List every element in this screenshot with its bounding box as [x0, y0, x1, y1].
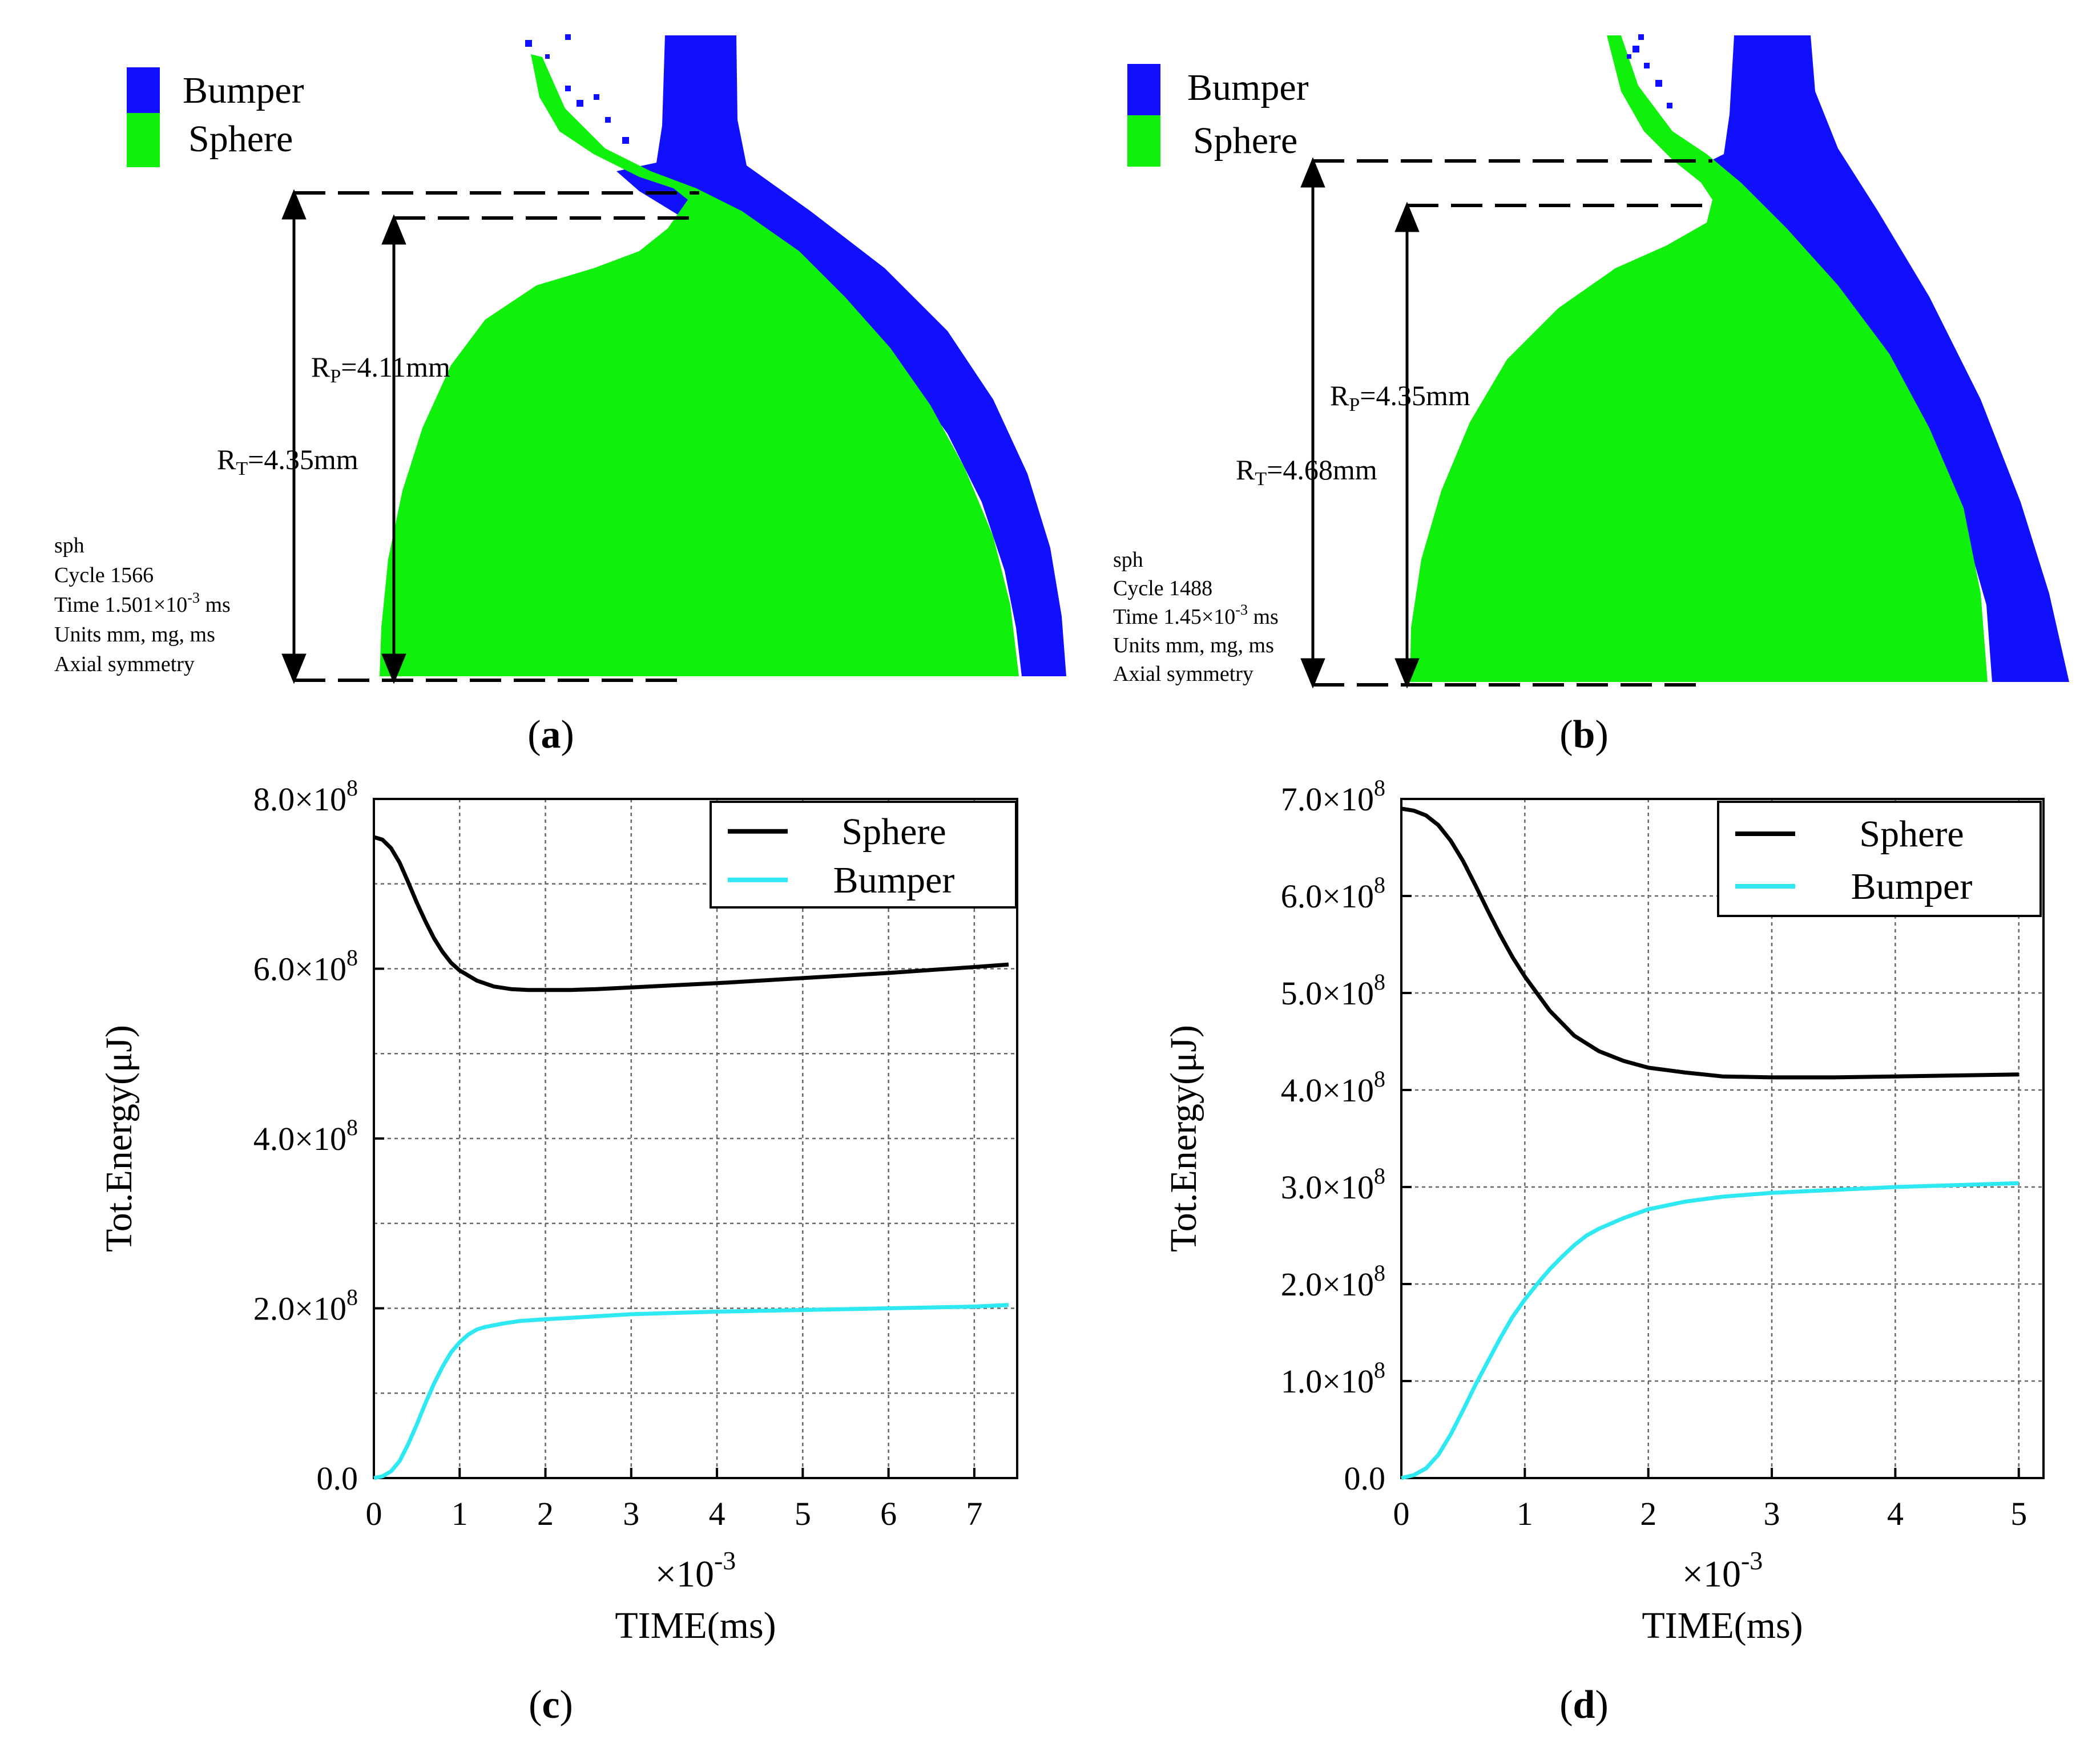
legend-box [710, 801, 1017, 909]
x-axis-label: TIME(ms) [615, 1605, 776, 1646]
legend-label-bumper: Bumper [1187, 67, 1309, 108]
y-axis-label: Tot.Energy(μJ) [1163, 1025, 1204, 1252]
x-tick-label: 0 [1393, 1495, 1410, 1532]
y-tick-label: 4.0×108 [1281, 1066, 1385, 1109]
legend-swatch-bumper [127, 67, 160, 113]
svg-text:sph: sph [54, 534, 84, 558]
y-tick-label: 2.0×108 [1281, 1260, 1385, 1303]
y-axis-label: Tot.Energy(μJ) [98, 1025, 140, 1252]
x-multiplier-label: ×10-3 [655, 1546, 736, 1595]
x-tick-label: 5 [795, 1495, 811, 1532]
svg-text:Time 1.45×10-3 ms: Time 1.45×10-3 ms [1113, 601, 1279, 629]
series-line-bumper [373, 1303, 1009, 1480]
y-tick-label: 1.0×108 [1281, 1357, 1385, 1400]
x-tick-label: 5 [2010, 1495, 2027, 1532]
legend-label-sphere: Sphere [841, 811, 946, 853]
legend-label-bumper: Bumper [183, 70, 304, 111]
svg-text:Axial symmetry: Axial symmetry [54, 652, 195, 676]
legend-label-sphere: Sphere [1193, 120, 1297, 162]
x-tick-label: 2 [537, 1495, 554, 1532]
panel-a-simulation: Bumper Sphere RP=4.11mm RT=4.35mm sph Cy… [54, 34, 1066, 757]
plot-frame [1400, 798, 2045, 1479]
rp-label-a: RP=4.11mm [311, 351, 450, 387]
y-tick-label: 6.0×108 [253, 945, 358, 988]
chart-legend: Sphere Bumper [710, 801, 1017, 909]
info-block-a: sph Cycle 1566 Time 1.501×10-3 ms Units … [54, 534, 231, 676]
svg-text:Cycle 1566: Cycle 1566 [54, 563, 154, 587]
panel-label-b: (b) [1559, 713, 1609, 757]
rt-label-a: RT=4.35mm [217, 443, 358, 479]
series-line-sphere [1401, 806, 2019, 1080]
y-tick-label: 6.0×108 [1281, 872, 1385, 915]
svg-text:Units mm, mg, ms: Units mm, mg, ms [1113, 633, 1274, 657]
y-tick-label: 8.0×108 [253, 775, 358, 818]
legend-label-bumper: Bumper [833, 859, 955, 901]
x-tick-label: 2 [1640, 1495, 1656, 1532]
y-tick-label: 0.0 [1344, 1460, 1386, 1497]
debris-a [525, 34, 629, 144]
x-tick-label: 3 [623, 1495, 639, 1532]
panel-label-c: (c) [529, 1683, 573, 1727]
y-tick-label: 2.0×108 [253, 1285, 358, 1327]
x-tick-label: 1 [1517, 1495, 1533, 1532]
x-tick-label: 4 [709, 1495, 725, 1532]
legend-label-sphere: Sphere [1859, 813, 1964, 855]
sphere-region-a [380, 54, 1019, 676]
x-multiplier-label: ×10-3 [1682, 1546, 1763, 1595]
bumper-region-a [616, 35, 1066, 676]
legend-box [1717, 801, 2042, 917]
chart-legend: Sphere Bumper [1717, 801, 2042, 917]
panel-b-simulation: Bumper Sphere RP=4.35mm RT=4.68mm sph Cy… [1113, 34, 2069, 757]
x-axis-label: TIME(ms) [1642, 1605, 1803, 1646]
y-tick-label: 7.0×108 [1281, 775, 1385, 818]
rp-label-b: RP=4.35mm [1330, 380, 1470, 415]
chart-c: 0 1 2 3 4 5 6 7 0.0 2.0×108 4.0×108 6.0×108 8.0×108 ×… [98, 775, 1018, 1646]
sphere-region-b [1410, 35, 1988, 682]
series-line-sphere [373, 835, 1009, 992]
x-tick-label: 0 [366, 1495, 382, 1532]
legend-swatch-bumper [1127, 64, 1160, 115]
x-tick-label: 3 [1764, 1495, 1780, 1532]
svg-text:Time 1.501×10-3 ms: Time 1.501×10-3 ms [54, 590, 231, 617]
legend-label-bumper: Bumper [1851, 866, 1973, 907]
legend-swatch-sphere [127, 113, 160, 167]
rt-label-b: RT=4.68mm [1236, 454, 1377, 490]
y-tick-label: 4.0×108 [253, 1115, 358, 1157]
panel-label-a: (a) [527, 713, 574, 757]
legend-label-sphere: Sphere [188, 118, 293, 160]
series-line-bumper [1401, 1181, 2019, 1480]
svg-text:Cycle 1488: Cycle 1488 [1113, 576, 1212, 600]
svg-text:Units mm, mg, ms: Units mm, mg, ms [54, 623, 215, 647]
info-block-b: sph Cycle 1488 Time 1.45×10-3 ms Units m… [1113, 548, 1279, 686]
y-tick-label: 5.0×108 [1281, 969, 1385, 1012]
y-tick-label: 0.0 [317, 1460, 358, 1497]
x-tick-label: 6 [880, 1495, 897, 1532]
x-tick-label: 4 [1887, 1495, 1904, 1532]
svg-text:sph: sph [1113, 548, 1143, 572]
svg-text:Axial symmetry: Axial symmetry [1113, 662, 1253, 686]
chart-d: 0 1 2 3 4 5 0.0 1.0×108 2.0×108 3.0×108 4.0×108 5.0… [1163, 775, 2045, 1646]
x-tick-label: 7 [966, 1495, 982, 1532]
x-tick-label: 1 [452, 1495, 468, 1532]
y-tick-label: 3.0×108 [1281, 1163, 1385, 1206]
debris-b [1627, 34, 1672, 108]
legend-swatch-sphere [1127, 115, 1160, 167]
panel-label-d: (d) [1559, 1683, 1609, 1727]
